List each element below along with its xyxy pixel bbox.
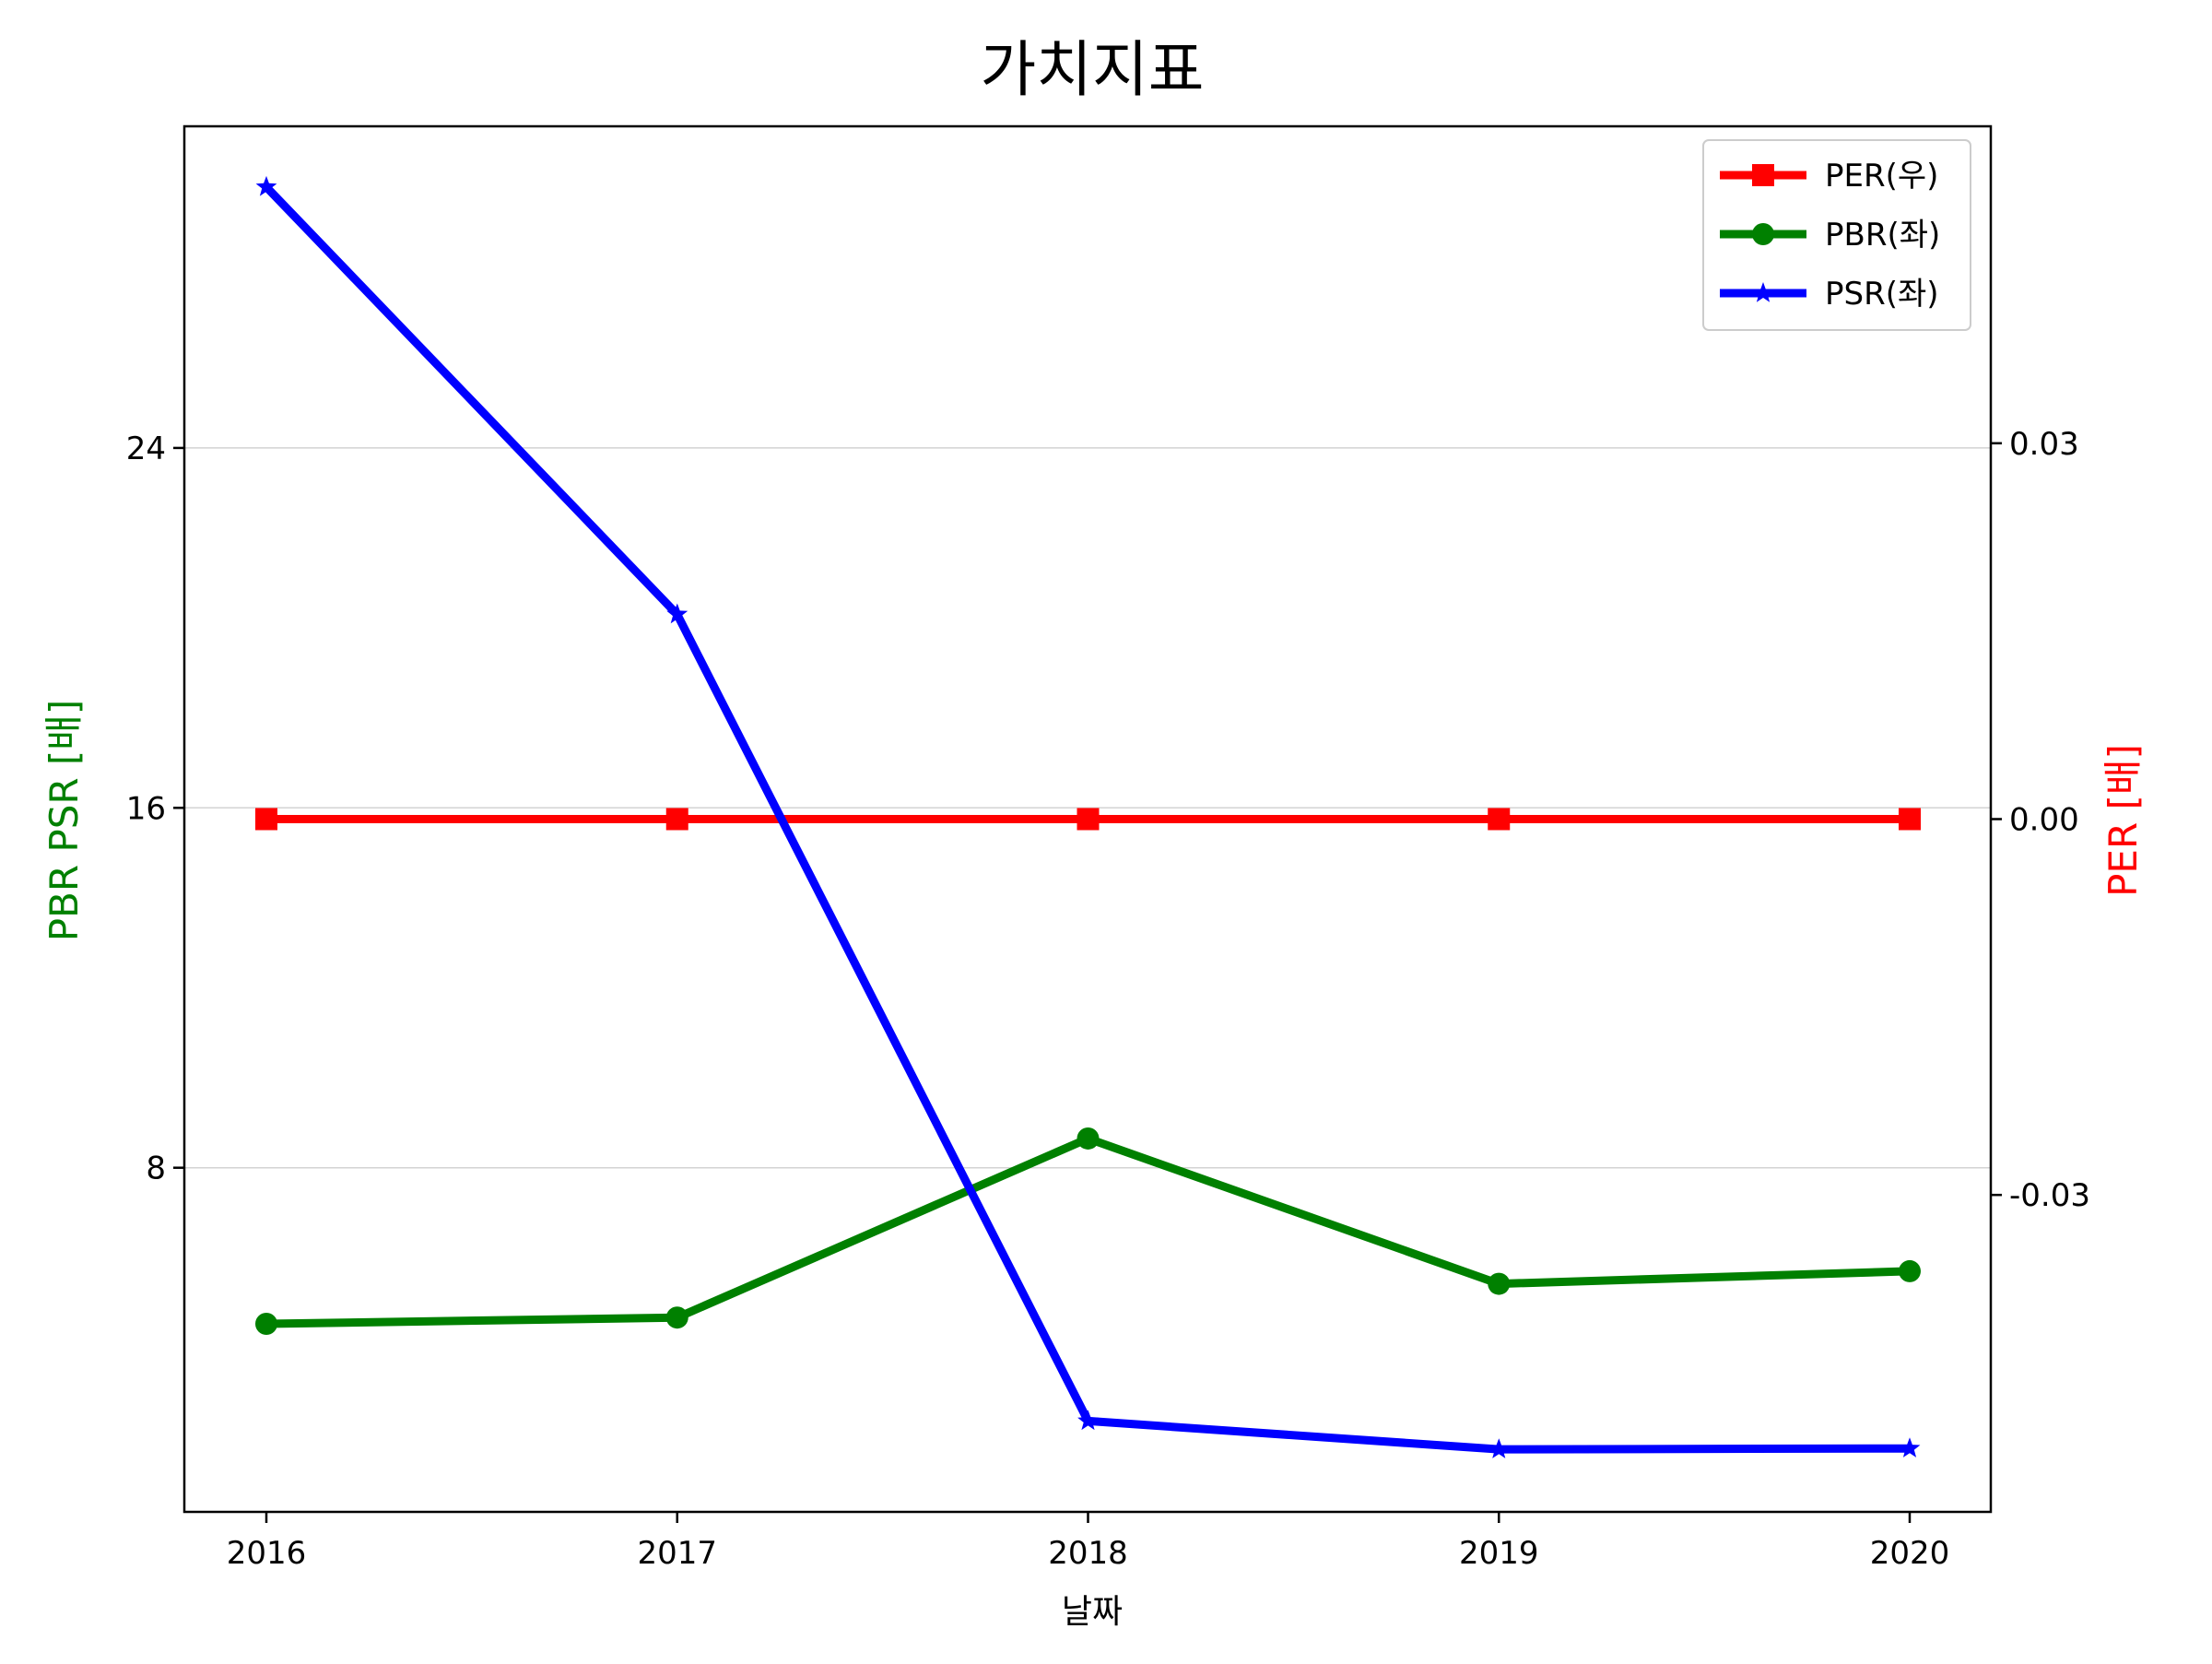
legend-label: PBR(좌) — [1825, 217, 1940, 254]
right-y-axis-label: PER [배] — [2100, 744, 2146, 897]
data-point-marker — [1077, 1127, 1100, 1150]
data-point-marker — [1077, 1410, 1099, 1431]
data-point-marker — [255, 808, 277, 831]
right-y-tick-label: 0.00 — [2009, 802, 2079, 839]
legend-box — [1702, 139, 1971, 331]
data-point-marker — [1077, 808, 1100, 831]
legend-marker — [1752, 282, 1774, 302]
right-y-tick-label: -0.03 — [2009, 1177, 2090, 1214]
data-point-marker — [255, 175, 277, 196]
legend: PER(우) PBR(좌) PSR(좌) — [1702, 139, 1971, 331]
data-point-marker — [666, 603, 688, 624]
data-point-marker — [1899, 1259, 1921, 1282]
legend-label: PER(우) — [1825, 158, 1938, 195]
legend-label: PSR(좌) — [1825, 276, 1939, 313]
right-y-tick-label: 0.03 — [2009, 426, 2079, 463]
data-point-marker — [1488, 1272, 1511, 1295]
x-axis-label: 날짜 — [1062, 1593, 1123, 1631]
data-point-marker — [1488, 808, 1511, 831]
left-y-tick-label: 8 — [146, 1151, 166, 1187]
x-tick-label: 2019 — [1459, 1535, 1539, 1572]
x-tick-label: 2016 — [227, 1535, 307, 1572]
data-point-marker — [1488, 1438, 1510, 1458]
x-tick-label: 2017 — [637, 1535, 717, 1572]
legend-marker — [1752, 164, 1774, 186]
series-line — [265, 1134, 1911, 1328]
left-y-axis-label: PBR PSR [배] — [41, 700, 87, 942]
x-tick-label: 2020 — [1870, 1535, 1950, 1572]
plot-area: 2016 2017 2018 2019 2020 8 16 24 -0.03 0.00 0.03 PE… — [126, 124, 2090, 1572]
chart-title: 가치지표 — [981, 34, 1205, 105]
data-point-marker — [665, 808, 688, 831]
data-point-marker — [665, 1306, 688, 1329]
left-y-tick-label: 16 — [126, 790, 166, 827]
legend-marker — [1752, 223, 1774, 245]
data-point-marker — [1899, 808, 1921, 831]
data-point-marker — [255, 1313, 277, 1336]
data-point-marker — [1899, 1437, 1921, 1457]
left-y-tick-label: 24 — [126, 431, 166, 467]
x-tick-label: 2018 — [1048, 1535, 1128, 1572]
